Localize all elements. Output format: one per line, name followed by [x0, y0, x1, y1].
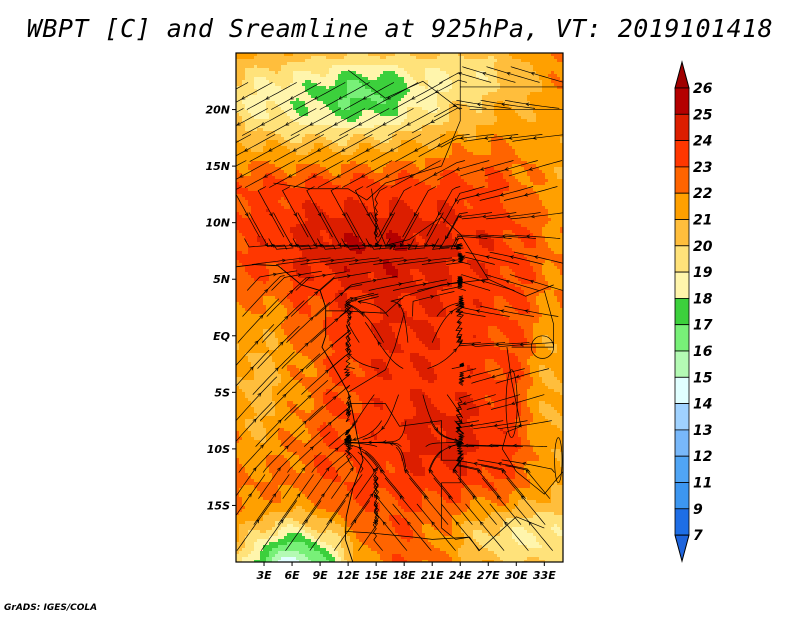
- lat-label: 5N: [213, 273, 230, 286]
- lat-label: 10S: [207, 443, 230, 456]
- colorbar-label: 9: [693, 502, 703, 518]
- streamline-arrowhead: [213, 122, 216, 125]
- colorbar-swatch: [675, 114, 689, 140]
- colorbar-swatch: [675, 167, 689, 193]
- lat-label: 15S: [207, 499, 230, 512]
- colorbar-label: 12: [693, 449, 712, 465]
- lat-label: EQ: [213, 330, 230, 343]
- colorbar-swatch: [675, 246, 689, 272]
- lon-label: 30E: [505, 569, 528, 582]
- lon-label: 15E: [365, 569, 388, 582]
- colorbar-label: 22: [693, 186, 712, 202]
- colorbar-swatch: [675, 272, 689, 298]
- lat-label: 10N: [205, 217, 230, 230]
- colorbar-label: 26: [693, 81, 713, 97]
- colorbar-label: 25: [693, 107, 713, 123]
- colorbar-swatch: [675, 404, 689, 430]
- colorbar-swatch: [675, 456, 689, 482]
- colorbar-swatch: [675, 325, 689, 351]
- streamline-arrowhead: [216, 174, 219, 177]
- lon-label: 6E: [284, 569, 300, 582]
- colorbar-swatch: [675, 141, 689, 167]
- colorbar-swatch: [675, 193, 689, 219]
- colorbar-swatch: [675, 298, 689, 324]
- streamline-arrowhead: [220, 148, 223, 151]
- lon-label: 33E: [533, 569, 556, 582]
- colorbar-label: 23: [693, 160, 712, 176]
- colorbar-label: 11: [693, 476, 712, 492]
- lat-label: 20N: [205, 104, 230, 117]
- streamline-arrowhead: [217, 96, 220, 99]
- lon-label: 12E: [337, 569, 360, 582]
- colorbar-label: 18: [693, 291, 713, 307]
- grads-credit: GrADS: IGES/COLA: [4, 603, 97, 613]
- colorbar-swatch: [675, 509, 689, 535]
- lon-label: 27E: [477, 569, 500, 582]
- colorbar-label: 15: [693, 370, 713, 386]
- colorbar-swatch: [675, 351, 689, 377]
- colorbar-label: 19: [693, 265, 713, 281]
- lon-label: 9E: [312, 569, 328, 582]
- colorbar-swatch: [675, 88, 689, 114]
- colorbar-top-arrow: [675, 62, 689, 88]
- colorbar-swatch: [675, 220, 689, 246]
- lon-label: 21E: [421, 569, 444, 582]
- colorbar-label: 16: [693, 344, 713, 360]
- lat-label: 5S: [214, 386, 230, 399]
- colorbar: 26 25 24 23 22 21 20 19 18 17 16 15 14 13 12 11 9 7: [675, 62, 713, 561]
- colorbar-swatch: [675, 483, 689, 509]
- colorbar-label: 21: [693, 213, 712, 229]
- colorbar-label: 24: [693, 134, 712, 150]
- lon-label: 24E: [449, 569, 472, 582]
- colorbar-label: 20: [693, 239, 713, 255]
- lon-label: 3E: [256, 569, 272, 582]
- colorbar-label: 7: [693, 528, 703, 544]
- colorbar-label: 17: [693, 318, 713, 334]
- colorbar-label: 13: [693, 423, 712, 439]
- colorbar-swatch: [675, 430, 689, 456]
- colorbar-bottom-arrow: [675, 535, 689, 561]
- colorbar-swatch: [675, 377, 689, 403]
- colorbar-label: 14: [693, 397, 712, 413]
- lon-label: 18E: [393, 569, 416, 582]
- lat-label: 15N: [205, 160, 230, 173]
- map-plot: 20N 15N 10N 5N EQ 5S 10S 15S 3E 6E 9E 12E 15E 18E 21E 2…: [0, 0, 800, 618]
